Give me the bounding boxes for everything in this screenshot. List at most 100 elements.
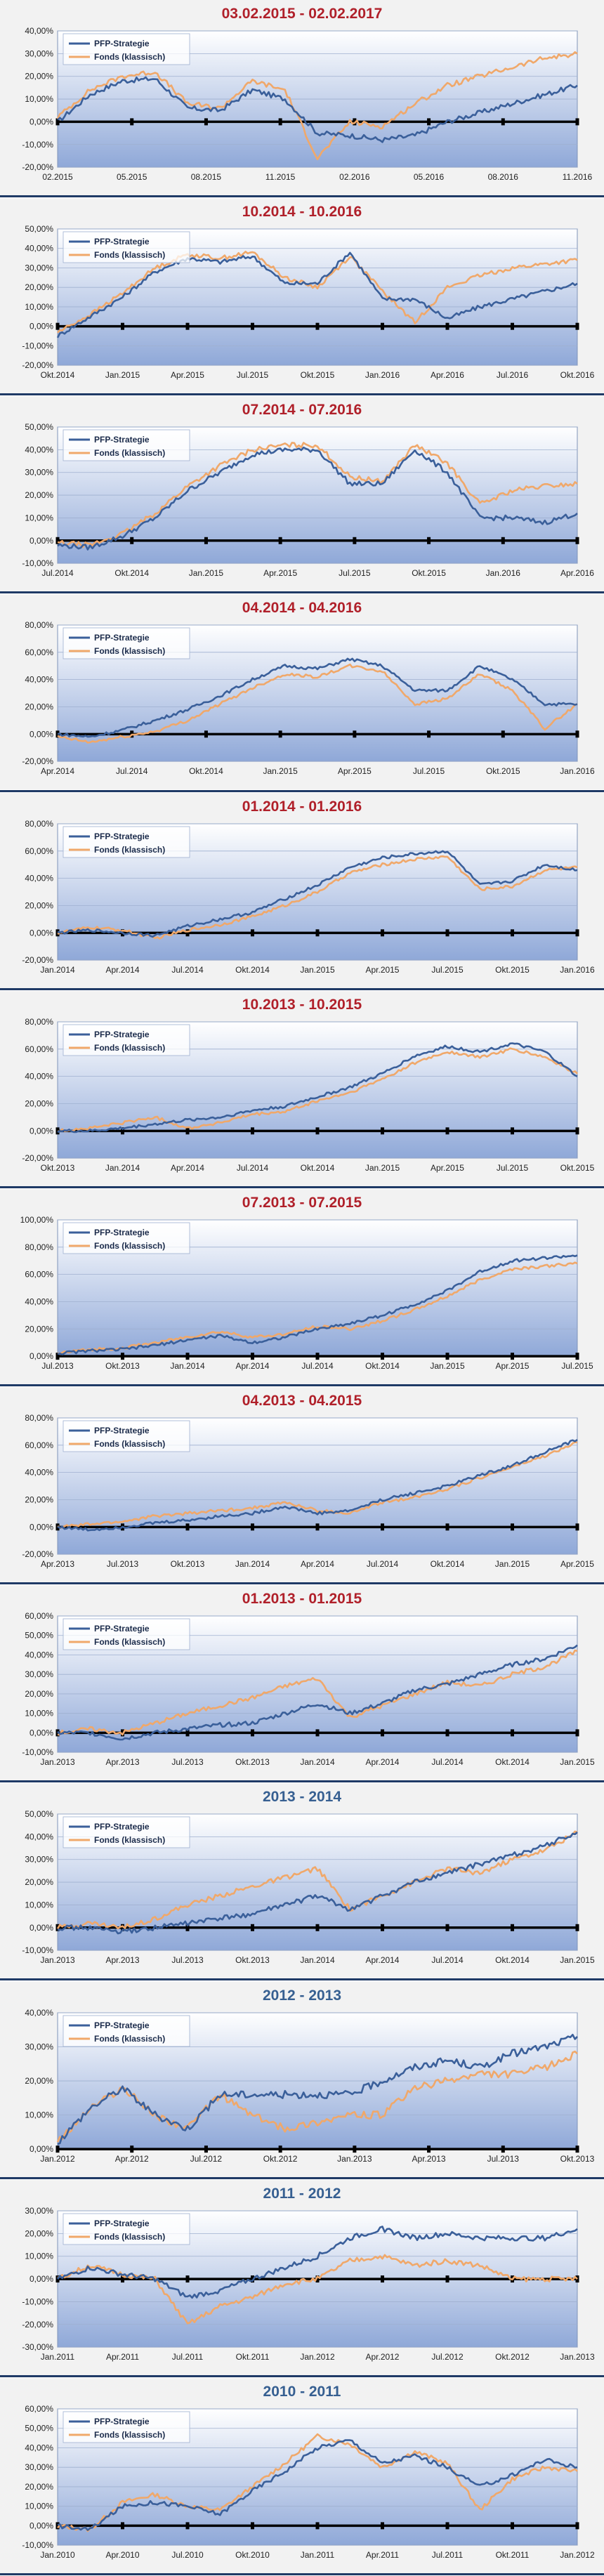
y-tick-label: 10,00% (25, 2110, 53, 2120)
axis-marker (575, 118, 579, 126)
axis-marker (251, 1127, 255, 1135)
axis-marker (185, 1353, 190, 1360)
series-line-fonds-klassisch (56, 2050, 578, 2143)
axis-marker (185, 2275, 190, 2282)
x-tick-label: Okt.2015 (495, 965, 530, 975)
x-tick-label: Jul.2011 (172, 2352, 204, 2362)
axis-marker (575, 928, 579, 936)
panel-separator (0, 1978, 604, 1981)
chart-panel: 10.2014 - 10.2016 -20,00% -10,00% 0,00% 10,0… (0, 198, 604, 396)
legend-label: PFP-Strategie (94, 1624, 150, 1634)
legend-label: Fonds (klassisch) (94, 1835, 165, 1845)
x-tick-label: Okt.2014 (365, 1361, 400, 1371)
y-tick-label: 60,00% (25, 1611, 53, 1621)
legend (63, 1816, 190, 1848)
x-tick-label: Apr.2015 (560, 1559, 594, 1569)
axis-marker (185, 1729, 190, 1737)
chart-svg: 01.2014 - 01.2016 -20,00% 0,00% 20,00% 40,00… (0, 792, 604, 988)
y-tick-label: 60,00% (25, 648, 53, 657)
x-tick-label: Okt.2013 (171, 1559, 205, 1569)
axis-marker (445, 928, 449, 936)
axis-marker (251, 1523, 255, 1531)
series-line-fonds-klassisch (57, 1047, 578, 1133)
x-tick-label: Apr.2011 (106, 2352, 139, 2362)
y-tick-label: 40,00% (25, 1296, 53, 1306)
legend (63, 2015, 190, 2046)
axis-marker (121, 2522, 125, 2530)
x-tick-label: Jan.2014 (300, 1757, 335, 1767)
x-tick-label: Okt.2016 (560, 370, 595, 380)
x-tick-label: Jul.2010 (171, 2550, 204, 2560)
series-line-fonds-klassisch (57, 442, 578, 548)
axis-marker (501, 730, 505, 738)
x-tick-label: Jan.2012 (40, 2154, 75, 2164)
x-tick-label: Okt.2014 (189, 767, 223, 777)
y-tick-label: 0,00% (29, 536, 53, 546)
axis-marker (315, 1523, 320, 1531)
x-tick-label: Okt.2014 (495, 1757, 530, 1767)
y-tick-label: 80,00% (25, 819, 53, 829)
x-tick-label: Jul.2013 (171, 1757, 204, 1767)
series-line-fonds-klassisch (57, 1261, 578, 1355)
axis-marker (510, 1353, 514, 1360)
y-tick-label: 30,00% (25, 1855, 53, 1865)
legend-label: PFP-Strategie (94, 2417, 150, 2426)
x-tick-label: Jan.2011 (41, 2352, 75, 2362)
chart-panel: 01.2014 - 01.2016 -20,00% 0,00% 20,00% 40,00… (0, 792, 604, 991)
x-tick-label: Okt.2013 (41, 1163, 75, 1173)
y-tick-label: 50,00% (25, 1631, 53, 1641)
y-tick-label: 40,00% (25, 2007, 53, 2017)
axis-marker (204, 730, 208, 738)
y-tick-label: -20,00% (22, 955, 53, 965)
x-tick-label: Apr.2013 (41, 1559, 74, 1569)
y-tick-label: -20,00% (22, 162, 53, 172)
x-tick-label: Okt.2013 (105, 1361, 140, 1371)
axis-marker (55, 928, 60, 936)
y-tick-label: 40,00% (25, 1650, 53, 1660)
x-tick-label: Jan.2014 (170, 1361, 205, 1371)
x-tick-label: Jan.2015 (263, 767, 298, 777)
y-tick-label: 40,00% (25, 1468, 53, 1478)
axis-marker (501, 118, 505, 126)
y-tick-label: 0,00% (29, 1923, 53, 1933)
axis-marker (130, 118, 134, 126)
series-line-fonds-klassisch (57, 1441, 578, 1529)
y-tick-label: 0,00% (29, 1351, 53, 1361)
x-tick-label: Jul.2015 (339, 568, 371, 578)
axis-marker (251, 1924, 255, 1932)
y-tick-label: 40,00% (25, 244, 53, 254)
y-tick-label: 40,00% (25, 675, 53, 685)
axis-marker (315, 1729, 320, 1737)
axis-marker (121, 1353, 125, 1360)
x-tick-label: Jan.2012 (560, 2550, 595, 2560)
y-tick-label: 10,00% (25, 302, 53, 312)
axis-marker (251, 2275, 255, 2282)
legend-label: Fonds (klassisch) (94, 1439, 165, 1449)
series-line-fonds-klassisch (57, 1649, 578, 1736)
legend-label: PFP-Strategie (94, 1426, 150, 1435)
x-tick-label: Jan.2013 (40, 1955, 75, 1965)
y-tick-label: 40,00% (25, 26, 53, 36)
x-tick-label: Jul.2014 (237, 1163, 269, 1173)
chart-title: 2013 - 2014 (263, 1789, 341, 1805)
x-tick-label: Apr.2013 (412, 2154, 446, 2164)
y-tick-label: 20,00% (25, 1495, 53, 1505)
axis-marker (575, 537, 579, 545)
series-line-fonds-klassisch (57, 251, 578, 334)
x-tick-label: Jan.2016 (486, 568, 521, 578)
axis-marker (380, 1729, 384, 1737)
x-tick-label: Okt.2015 (301, 370, 335, 380)
chart-svg: 01.2013 - 01.2015 -10,00% 0,00% 10,00% 20,00… (0, 1585, 604, 1781)
y-tick-label: 20,00% (25, 2228, 53, 2238)
x-tick-label: Apr.2015 (263, 568, 297, 578)
y-tick-label: 10,00% (25, 94, 53, 104)
x-tick-label: Okt.2011 (236, 2352, 270, 2362)
x-tick-label: Apr.2014 (301, 1559, 334, 1569)
x-tick-label: Jan.2016 (560, 767, 595, 777)
y-tick-label: 80,00% (25, 1413, 53, 1423)
axis-marker (278, 118, 282, 126)
chart-panel: 07.2013 - 07.2015 0,00% 20,00% 40,00% 60,00%… (0, 1188, 604, 1387)
y-tick-label: 30,00% (25, 2042, 53, 2051)
legend (63, 429, 190, 461)
y-tick-label: 30,00% (25, 2462, 53, 2472)
